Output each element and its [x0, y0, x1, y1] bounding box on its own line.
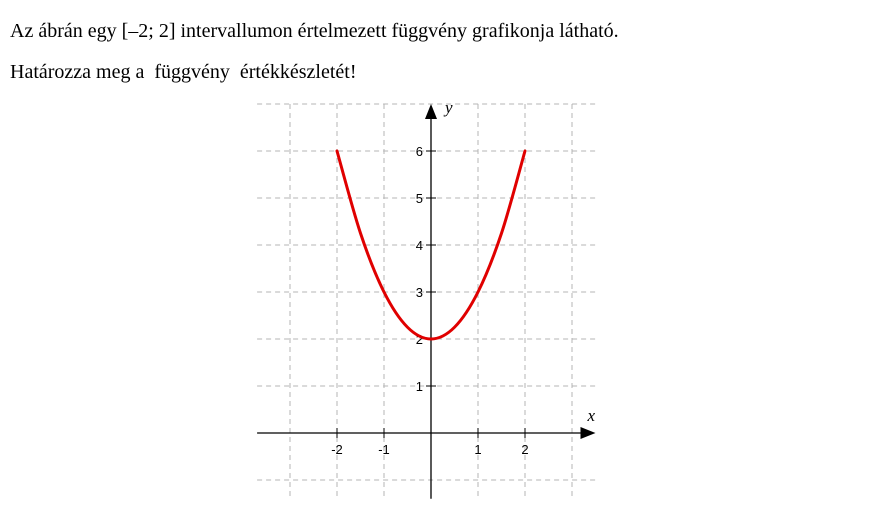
problem-text-line-2: Határozza meg a függvény értékkészletét!	[10, 61, 357, 83]
y-tick-label: 6	[416, 144, 423, 159]
y-axis-label: y	[443, 98, 453, 117]
curve	[335, 149, 527, 341]
tick-labels: -2 -1 1 2 1 2 3 4 5 6 x y	[331, 98, 595, 457]
x-axis-label: x	[587, 406, 596, 425]
y-axis-arrow	[425, 104, 437, 119]
y-tick-label: 4	[416, 238, 423, 253]
y-tick-label: 5	[416, 191, 423, 206]
y-tick-label: 2	[416, 332, 423, 347]
x-tick-label: -2	[331, 442, 343, 457]
x-tick-label: -1	[378, 442, 390, 457]
axes	[257, 104, 596, 499]
x-tick-label: 1	[474, 442, 481, 457]
x-tick-label: 2	[521, 442, 528, 457]
function-curve	[335, 149, 527, 341]
y-tick-label: 3	[416, 285, 423, 300]
x-axis-arrow	[580, 427, 596, 439]
problem-text-line-1: Az ábrán egy [–2; 2] intervallumon értel…	[10, 20, 619, 42]
grid	[257, 103, 596, 499]
y-tick-label: 1	[416, 379, 423, 394]
